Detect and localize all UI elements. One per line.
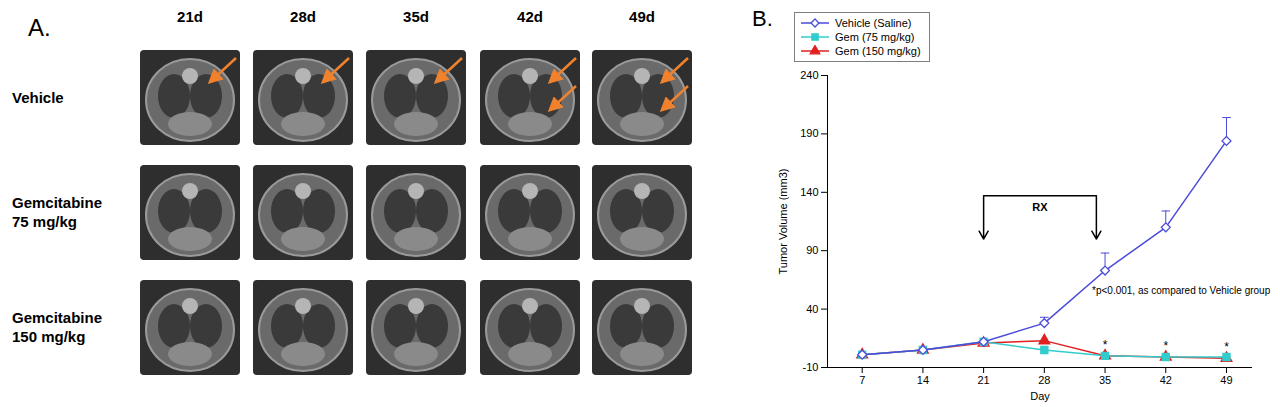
svg-text:Gemcitabine75 mg/kg: Gemcitabine75 mg/kg bbox=[12, 194, 102, 230]
svg-text:Tumor Volume (mm3): Tumor Volume (mm3) bbox=[777, 169, 789, 275]
svg-text:*: * bbox=[1163, 339, 1168, 353]
svg-text:40: 40 bbox=[806, 303, 818, 315]
svg-text:Gemcitabine150 mg/kg: Gemcitabine150 mg/kg bbox=[12, 309, 102, 345]
svg-text:90: 90 bbox=[806, 244, 818, 256]
html-text:Vehicle (Saline): Vehicle (Saline) bbox=[835, 17, 912, 29]
svg-text:7: 7 bbox=[859, 374, 865, 386]
svg-text:240: 240 bbox=[800, 69, 818, 81]
html-text:Gem (150 mg/kg): Gem (150 mg/kg) bbox=[835, 45, 921, 57]
svg-text:A.: A. bbox=[28, 14, 51, 41]
svg-text:42: 42 bbox=[1160, 374, 1172, 386]
html-text:B.: B. bbox=[752, 6, 773, 31]
svg-text:*: * bbox=[1103, 338, 1108, 352]
svg-text:-10: -10 bbox=[803, 361, 819, 373]
svg-text:35d: 35d bbox=[403, 8, 429, 25]
svg-text:Vehicle: Vehicle bbox=[12, 89, 64, 106]
svg-text:*: * bbox=[1224, 340, 1229, 354]
svg-text:21d: 21d bbox=[177, 8, 203, 25]
svg-text:14: 14 bbox=[917, 374, 929, 386]
svg-text:28: 28 bbox=[1038, 374, 1050, 386]
svg-text:RX: RX bbox=[1032, 201, 1048, 213]
svg-text:21: 21 bbox=[977, 374, 989, 386]
svg-text:28d: 28d bbox=[290, 8, 316, 25]
svg-text:49d: 49d bbox=[629, 8, 655, 25]
svg-text:*p<0.001, as compared to Vehic: *p<0.001, as compared to Vehicle group bbox=[1092, 285, 1271, 296]
svg-text:Day: Day bbox=[1030, 390, 1050, 402]
html-text:Gem (75 mg/kg): Gem (75 mg/kg) bbox=[835, 31, 915, 43]
svg-text:190: 190 bbox=[800, 127, 818, 139]
svg-text:35: 35 bbox=[1099, 374, 1111, 386]
svg-text:49: 49 bbox=[1220, 374, 1232, 386]
svg-text:42d: 42d bbox=[517, 8, 543, 25]
svg-text:140: 140 bbox=[800, 186, 818, 198]
